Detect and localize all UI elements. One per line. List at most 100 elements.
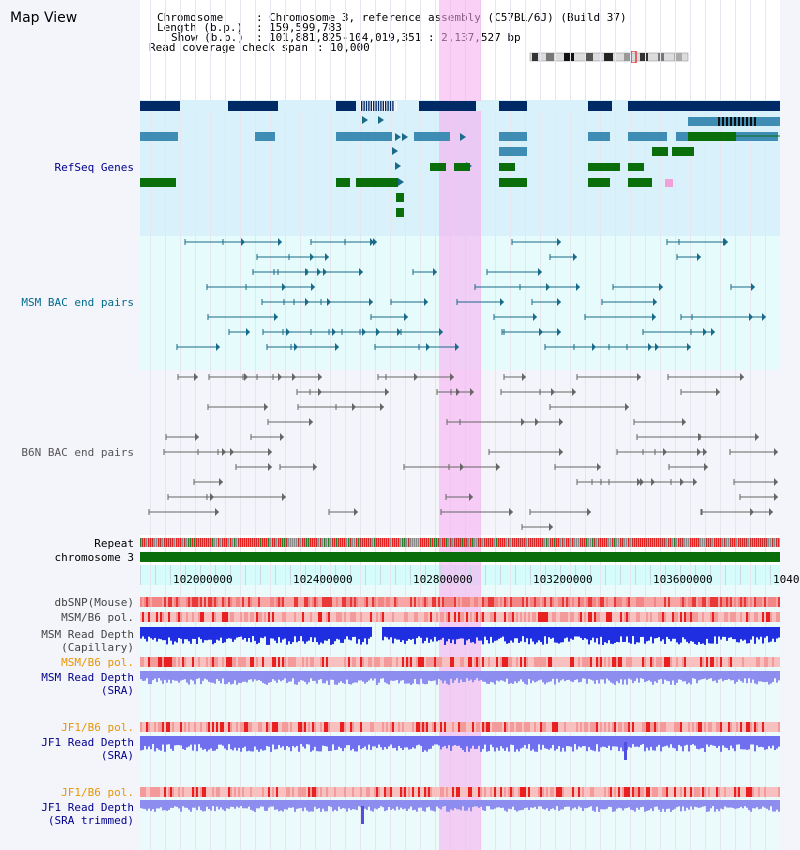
read-depth-bar [192,800,194,808]
read-depth-bar [760,627,762,637]
polymorphism-cell [464,597,466,607]
repeat-element [386,538,388,547]
read-depth-bar [664,800,666,812]
read-depth-bar [268,627,270,645]
read-depth-bar [502,671,504,681]
polymorphism-cell [166,722,168,732]
polymorphism-cell [512,787,514,797]
polymorphism-cell [548,597,550,607]
polymorphism-cell [308,787,310,797]
polymorphism-cell [560,612,562,622]
read-depth-bar [682,800,684,807]
repeat-element [718,538,720,547]
polymorphism-cell [442,597,444,607]
read-depth-bar [582,736,584,747]
read-depth-bar [712,736,714,746]
read-depth-bar [470,736,472,749]
read-depth-bar [188,736,190,747]
read-depth-bar [530,800,532,808]
polymorphism-cell [470,722,472,732]
track-label-b6n-bac[interactable]: B6N BAC end pairs [21,446,134,459]
read-depth-spike [361,806,364,824]
read-depth-bar [726,736,728,749]
read-depth-bar [690,736,692,745]
repeat-element [316,538,318,547]
polymorphism-cell [738,597,740,607]
polymorphism-cell [512,657,514,667]
polymorphism-cell [728,657,730,667]
polymorphism-cell [248,722,250,732]
read-depth-bar [410,627,412,640]
polymorphism-cell [352,787,354,797]
read-depth-bar [752,736,754,745]
polymorphism-cell [266,657,268,667]
polymorphism-cell [532,597,534,607]
read-depth-bar [348,671,350,685]
read-depth-bar [362,627,364,643]
read-depth-bar [542,736,544,745]
read-depth-bar [706,627,708,639]
read-depth-bar [758,671,760,682]
read-depth-bar [622,627,624,643]
polymorphism-cell [580,612,582,622]
refseq-transcript-coding [430,163,446,171]
polymorphism-cell [252,657,254,667]
gene-arrow [402,133,408,141]
polymorphism-cell [560,597,562,607]
repeat-element [212,538,214,547]
read-depth-bar [190,627,192,644]
read-depth-bar [304,627,306,644]
polymorphism-cell [586,597,588,607]
polymorphism-cell [448,612,450,622]
polymorphism-cell [530,787,532,797]
polymorphism-cell [720,787,722,797]
read-depth-bar [336,736,338,750]
read-depth-bar [142,800,144,809]
repeat-element [698,538,700,547]
read-depth-bar [246,736,248,752]
polymorphism-cell [566,612,568,622]
repeat-element [634,538,636,547]
polymorphism-cell [446,787,448,797]
polymorphism-cell [728,787,730,797]
read-depth-bar [558,627,560,644]
read-depth-bar [614,800,616,812]
polymorphism-cell [720,722,722,732]
read-depth-bar [256,736,258,750]
polymorphism-cell [424,657,426,667]
polymorphism-cell [676,657,678,667]
polymorphism-cell [370,787,372,797]
track-label-refseq[interactable]: RefSeq Genes [54,161,134,174]
read-depth-bar [170,627,172,641]
read-depth-bar [504,736,506,751]
read-depth-bar [720,627,722,640]
polymorphism-cell [748,722,750,732]
bac-end-arrow [723,238,727,246]
polymorphism-cell [468,722,470,732]
polymorphism-cell [596,657,598,667]
read-depth-bar [708,736,710,747]
polymorphism-cell [274,787,276,797]
polymorphism-cell [150,722,152,732]
polymorphism-cell [754,657,756,667]
polymorphism-cell [460,657,462,667]
polymorphism-cell [328,597,330,607]
polymorphism-cell [314,787,316,797]
repeat-element [226,538,228,547]
repeat-element [484,538,486,547]
polymorphism-cell [262,657,264,667]
polymorphism-cell [188,787,190,797]
repeat-element [260,538,262,547]
polymorphism-cell [280,597,282,607]
polymorphism-cell [536,787,538,797]
read-depth-bar [336,627,338,639]
polymorphism-cell [760,597,762,607]
polymorphism-cell [452,787,454,797]
track-label-msm-bac[interactable]: MSM BAC end pairs [21,296,134,309]
polymorphism-cell [458,612,460,622]
read-depth-bar [452,736,454,746]
read-depth-bar [688,627,690,644]
read-depth-bar [382,800,384,808]
polymorphism-cell [704,787,706,797]
